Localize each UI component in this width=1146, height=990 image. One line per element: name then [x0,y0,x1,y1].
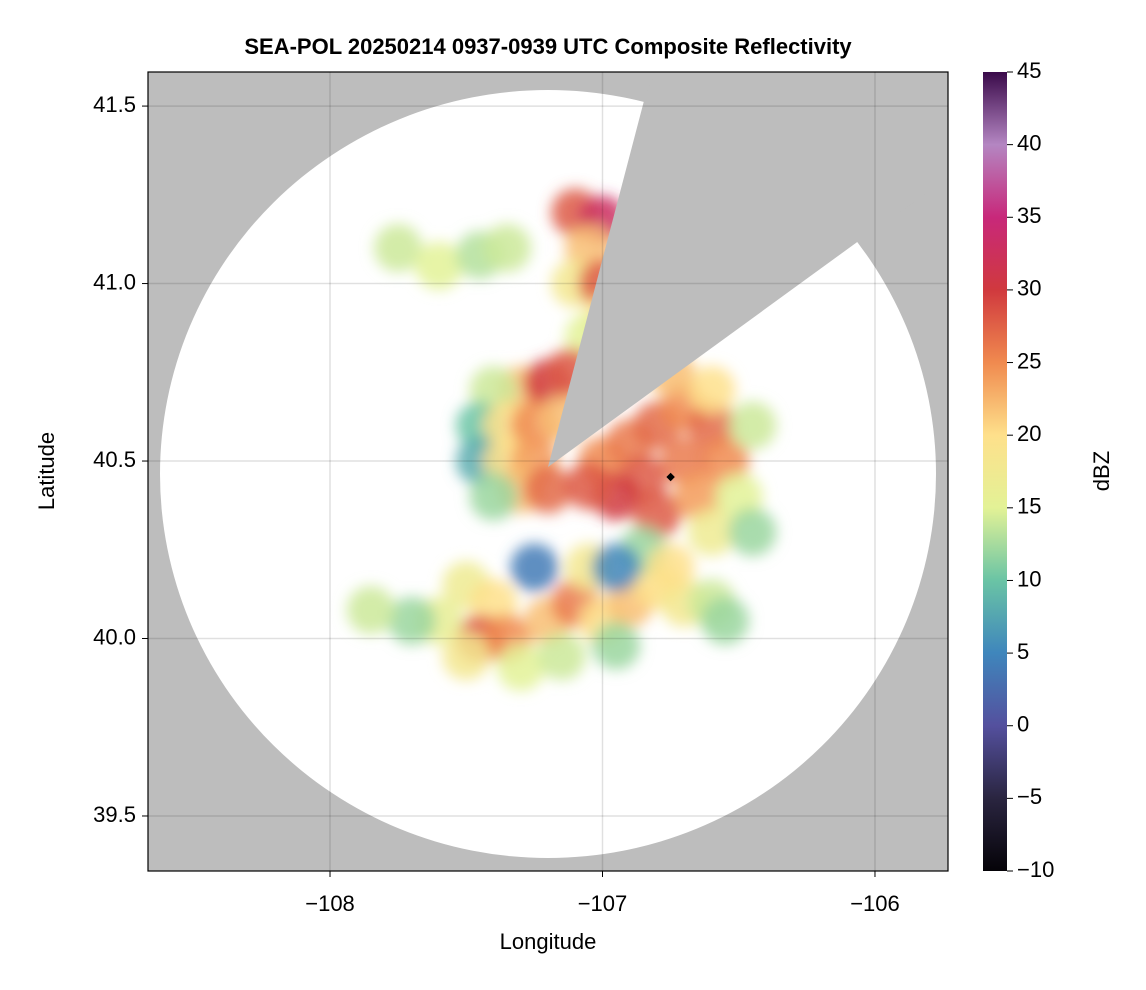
colorbar-tick-label: 30 [1017,276,1041,301]
colorbar-tick-label: 15 [1017,494,1041,519]
echo-field [346,188,777,691]
colorbar [983,72,1007,871]
grid [148,72,948,871]
echo-cell [346,586,395,635]
x-tick-label: −107 [578,891,628,916]
echo-cell [646,543,695,592]
y-tick-label: 39.5 [93,802,136,827]
echo-cell [592,621,641,670]
echo-cell [510,543,559,592]
colorbar-tick-label: 35 [1017,203,1041,228]
x-axis-label: Longitude [500,929,597,954]
colorbar-tick-label: 40 [1017,130,1041,155]
echo-cell [701,596,750,645]
echo-cell [564,461,613,510]
echo-cell [374,224,423,273]
blocked-sector [548,72,948,467]
echo-cell [687,366,736,415]
echo-cell [592,543,641,592]
plot-frame [147,71,949,872]
colorbar-tick-label: 10 [1017,566,1041,591]
y-tick-label: 41.0 [93,269,136,294]
echo-cell [469,472,518,521]
echo-cell [728,401,777,450]
colorbar-tick-label: 0 [1017,712,1029,737]
echo-cell [387,596,436,645]
colorbar-tick-label: −10 [1017,857,1054,882]
y-tick-label: 40.5 [93,447,136,472]
echo-cell [728,508,777,557]
colorbar-label: dBZ [1089,451,1114,491]
colorbar-tick-label: −5 [1017,784,1042,809]
echo-cell [496,642,545,691]
echo-cell [415,241,464,290]
chart-title: SEA-POL 20250214 0937-0939 UTC Composite… [244,34,852,59]
echo-cell [687,508,736,557]
colorbar-tick-label: 5 [1017,639,1029,664]
y-tick-label: 40.0 [93,624,136,649]
echo-cell [483,224,532,273]
echo-cell [524,465,572,514]
plot-area [148,72,948,871]
colorbar-tick-label: 20 [1017,421,1041,446]
y-axis-label: Latitude [34,432,59,510]
colorbar-tick-label: 25 [1017,348,1041,373]
y-tick-label: 41.5 [93,92,136,117]
x-tick-label: −108 [305,891,355,916]
colorbar-tick-label: 45 [1017,58,1041,83]
marker [666,472,675,482]
echo-cell [442,632,491,681]
x-tick-label: −106 [850,891,900,916]
echo-cell [537,632,586,681]
